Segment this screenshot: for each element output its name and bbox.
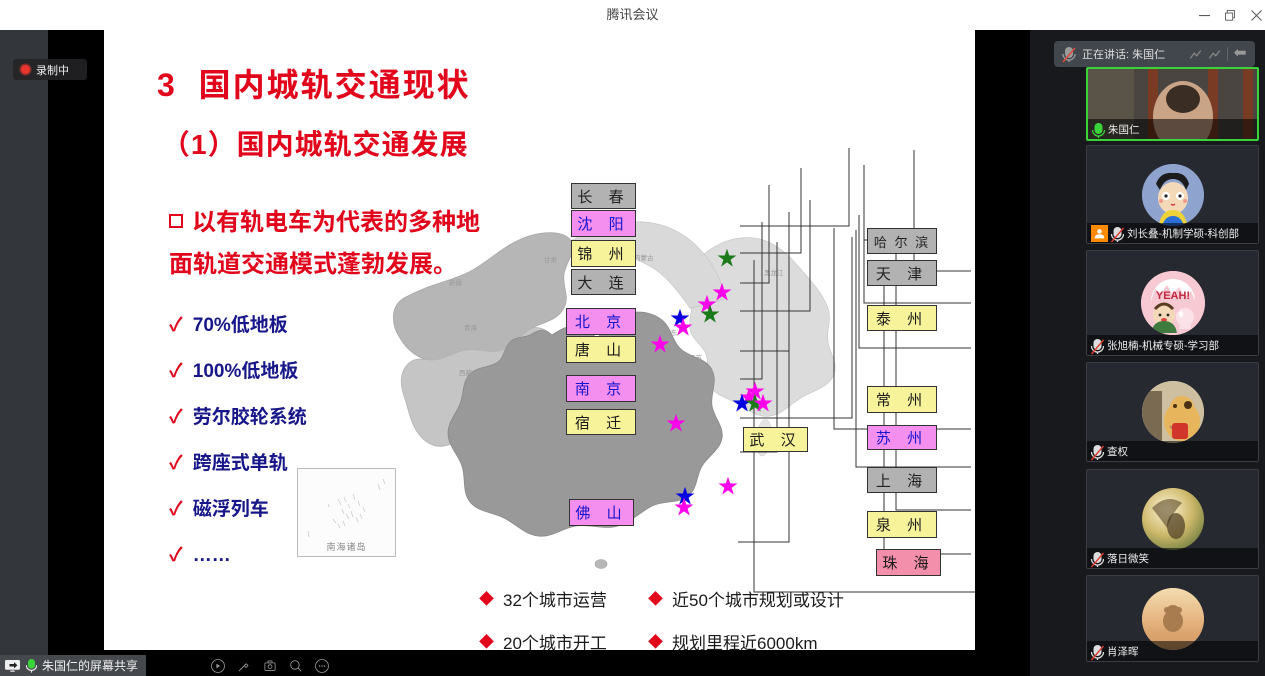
svg-text:YEAH!: YEAH!: [1155, 290, 1189, 302]
